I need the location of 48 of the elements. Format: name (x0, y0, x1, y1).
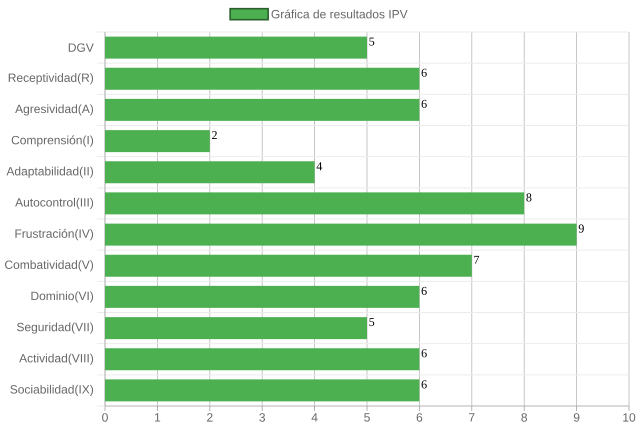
bar (105, 379, 420, 402)
bar (105, 317, 368, 340)
data-label: 5 (369, 38, 374, 46)
bar (105, 36, 368, 59)
data-label: 2 (212, 131, 217, 140)
bar (105, 98, 420, 121)
y-tick-label: Agresividad(A) (15, 104, 94, 116)
legend-label: Gráfica de resultados IPV (272, 9, 408, 18)
x-tick-label: 7 (469, 413, 475, 422)
bar (105, 224, 577, 246)
y-tick-label: Receptividad(R) (8, 73, 94, 84)
y-tick-label: DGV (68, 43, 94, 52)
y-tick-label: Dominio(VI) (31, 291, 94, 303)
data-label: 6 (422, 68, 427, 77)
data-label: 6 (422, 349, 427, 358)
y-tick-label: Sociabilidad(IX) (10, 384, 94, 396)
x-tick-label: 3 (259, 413, 266, 422)
data-label: 6 (422, 380, 427, 388)
x-tick-label: 5 (364, 413, 370, 422)
x-tick-label: 4 (312, 413, 318, 422)
x-tick-label: 8 (521, 413, 528, 422)
x-tick-label: 10 (623, 413, 636, 422)
data-label: 6 (422, 286, 427, 295)
x-tick-label: 0 (102, 413, 108, 422)
y-tick-label: Actividad(VIII) (19, 354, 94, 365)
bar (105, 161, 315, 184)
y-tick-label: Autocontrol(III) (15, 198, 94, 210)
x-tick-label: 2 (207, 413, 213, 422)
data-label: 5 (369, 318, 374, 326)
data-label: 4 (316, 162, 322, 170)
data-label: 7 (474, 256, 480, 264)
x-tick-label: 9 (574, 413, 580, 422)
bar (105, 348, 420, 370)
bar (105, 68, 420, 90)
bar (105, 192, 524, 214)
bar (105, 254, 472, 277)
x-tick-label: 1 (154, 413, 160, 422)
data-label: 6 (422, 100, 427, 108)
bar (105, 130, 210, 152)
bar (105, 286, 420, 308)
data-label: 8 (526, 193, 532, 202)
y-tick-label: Seguridad(VII) (16, 322, 94, 334)
y-tick-label: Comprensión(I) (12, 135, 94, 147)
y-tick-label: Frustración(IV) (15, 228, 94, 240)
data-label: 9 (578, 224, 584, 233)
y-tick-label: Combatividad(V) (5, 260, 94, 272)
y-tick-label: Adaptabilidad(II) (6, 166, 94, 178)
x-tick-label: 6 (416, 413, 422, 422)
